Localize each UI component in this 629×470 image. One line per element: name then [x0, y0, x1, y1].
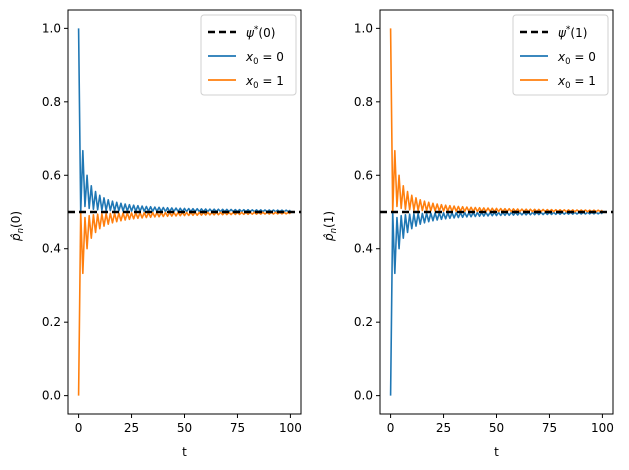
y-ticks: 0.0 0.2 0.4 0.6 0.8 1.0	[42, 21, 68, 403]
legend: ψ*(0) x0 = 0 x0 = 1	[200, 14, 297, 96]
y-axis-label: p̂n(0)	[9, 211, 26, 242]
y-tick-label: 0.0	[354, 389, 373, 403]
legend-label-series-0: x0 = 0	[245, 50, 284, 67]
y-ticks: 0.0 0.2 0.4 0.6 0.8 1.0	[354, 21, 380, 403]
y-axis-label: p̂n(1)	[322, 211, 339, 242]
legend-label-hline: ψ*(0)	[246, 25, 275, 40]
legend-label-series-1: x0 = 1	[245, 74, 284, 91]
x-tick-label: 75	[542, 421, 557, 435]
y-tick-label: 0.0	[42, 389, 61, 403]
legend-label-series-0: x0 = 0	[557, 50, 596, 67]
y-tick-label: 0.6	[354, 168, 373, 182]
y-tick-label: 0.8	[354, 95, 373, 109]
legend: ψ*(1) x0 = 0 x0 = 1	[512, 14, 609, 96]
y-tick-label: 1.0	[354, 21, 373, 35]
x-ticks: 0 25 50 75 100	[387, 414, 614, 435]
y-tick-label: 0.8	[42, 95, 61, 109]
legend-box	[200, 14, 297, 96]
y-tick-label: 0.4	[42, 242, 61, 256]
x-tick-label: 100	[591, 421, 614, 435]
x-tick-label: 25	[124, 421, 139, 435]
x-ticks: 0 25 50 75 100	[75, 414, 302, 435]
y-tick-label: 0.6	[42, 168, 61, 182]
legend-label-hline: ψ*(1)	[558, 25, 587, 40]
x-tick-label: 0	[75, 421, 83, 435]
x-axis-label: t	[494, 445, 499, 459]
y-tick-label: 0.2	[354, 315, 373, 329]
series-lines	[380, 28, 613, 396]
left-chart: 0 25 50 75 100 0.0 0.2 0.4 0.6 0.8 1.0 t p̂n(0) ψ…	[9, 9, 302, 459]
y-tick-label: 1.0	[42, 21, 61, 35]
series-line-0	[389, 211, 603, 396]
series-line-1	[77, 211, 291, 396]
x-tick-label: 25	[436, 421, 451, 435]
legend-box	[512, 14, 609, 96]
x-tick-label: 50	[177, 421, 192, 435]
y-tick-label: 0.2	[42, 315, 61, 329]
x-tick-label: 100	[279, 421, 302, 435]
y-tick-label: 0.4	[354, 242, 373, 256]
x-tick-label: 75	[230, 421, 245, 435]
x-tick-label: 0	[387, 421, 395, 435]
x-axis-label: t	[182, 445, 187, 459]
x-tick-label: 50	[489, 421, 504, 435]
legend-label-series-1: x0 = 1	[557, 74, 596, 91]
right-chart: 0 25 50 75 100 0.0 0.2 0.4 0.6 0.8 1.0 t p̂n(1) ψ…	[322, 9, 614, 459]
series-lines	[68, 28, 301, 396]
